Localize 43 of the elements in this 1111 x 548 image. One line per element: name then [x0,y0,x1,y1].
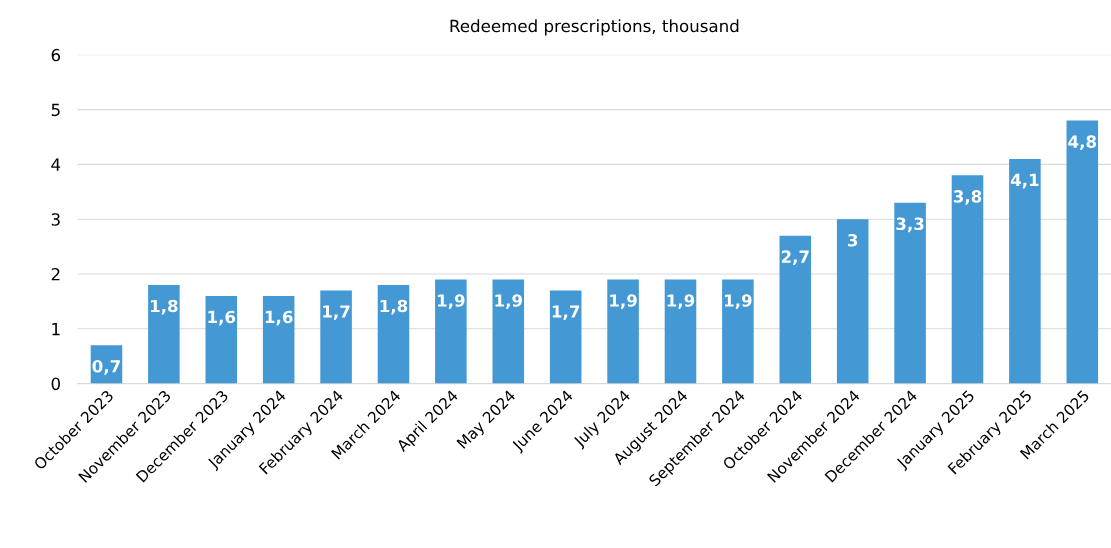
bar [549,290,582,384]
y-tick-label: 6 [51,48,61,62]
data-label: 3,3 [896,217,924,233]
bar [492,279,525,384]
data-label: 1,9 [610,294,637,309]
data-label: 3,8 [953,190,982,205]
data-label: 1,6 [265,310,293,326]
y-tick-label: 1 [52,322,60,336]
data-label: 1,7 [323,305,350,320]
y-tick-label: 5 [51,103,60,117]
bar [836,219,869,384]
bar [607,279,639,384]
data-label: 1,6 [208,310,236,326]
data-label: 1,8 [150,299,178,315]
bar [1009,158,1041,384]
data-label: 1,8 [380,299,408,315]
bar [951,175,984,384]
y-tick-label: 2 [51,267,60,281]
bar [148,284,180,384]
data-label: 3 [848,233,858,247]
bar [320,290,352,384]
data-label: 4,1 [1010,173,1039,189]
y-tick-label: 3 [51,213,60,226]
data-label: 1,9 [667,294,695,309]
data-label: 1,7 [552,305,580,320]
data-label: 0,7 [92,359,120,375]
y-tick-label: 0 [51,377,60,391]
bar [779,235,812,384]
bar [435,279,467,384]
data-label: 1,9 [725,294,752,309]
data-label: 1,9 [495,294,522,309]
bar [894,202,926,384]
bar [722,279,754,384]
bar [1066,120,1099,384]
bar [377,284,410,384]
bar [262,295,295,384]
data-label: 4,8 [1068,135,1097,151]
data-label: 2,7 [781,250,809,266]
bar [205,295,238,384]
chart-title: Redeemed prescriptions, thousand [450,19,739,36]
bar [664,279,697,384]
y-tick-label: 4 [51,158,61,171]
data-label: 1,9 [438,294,465,309]
